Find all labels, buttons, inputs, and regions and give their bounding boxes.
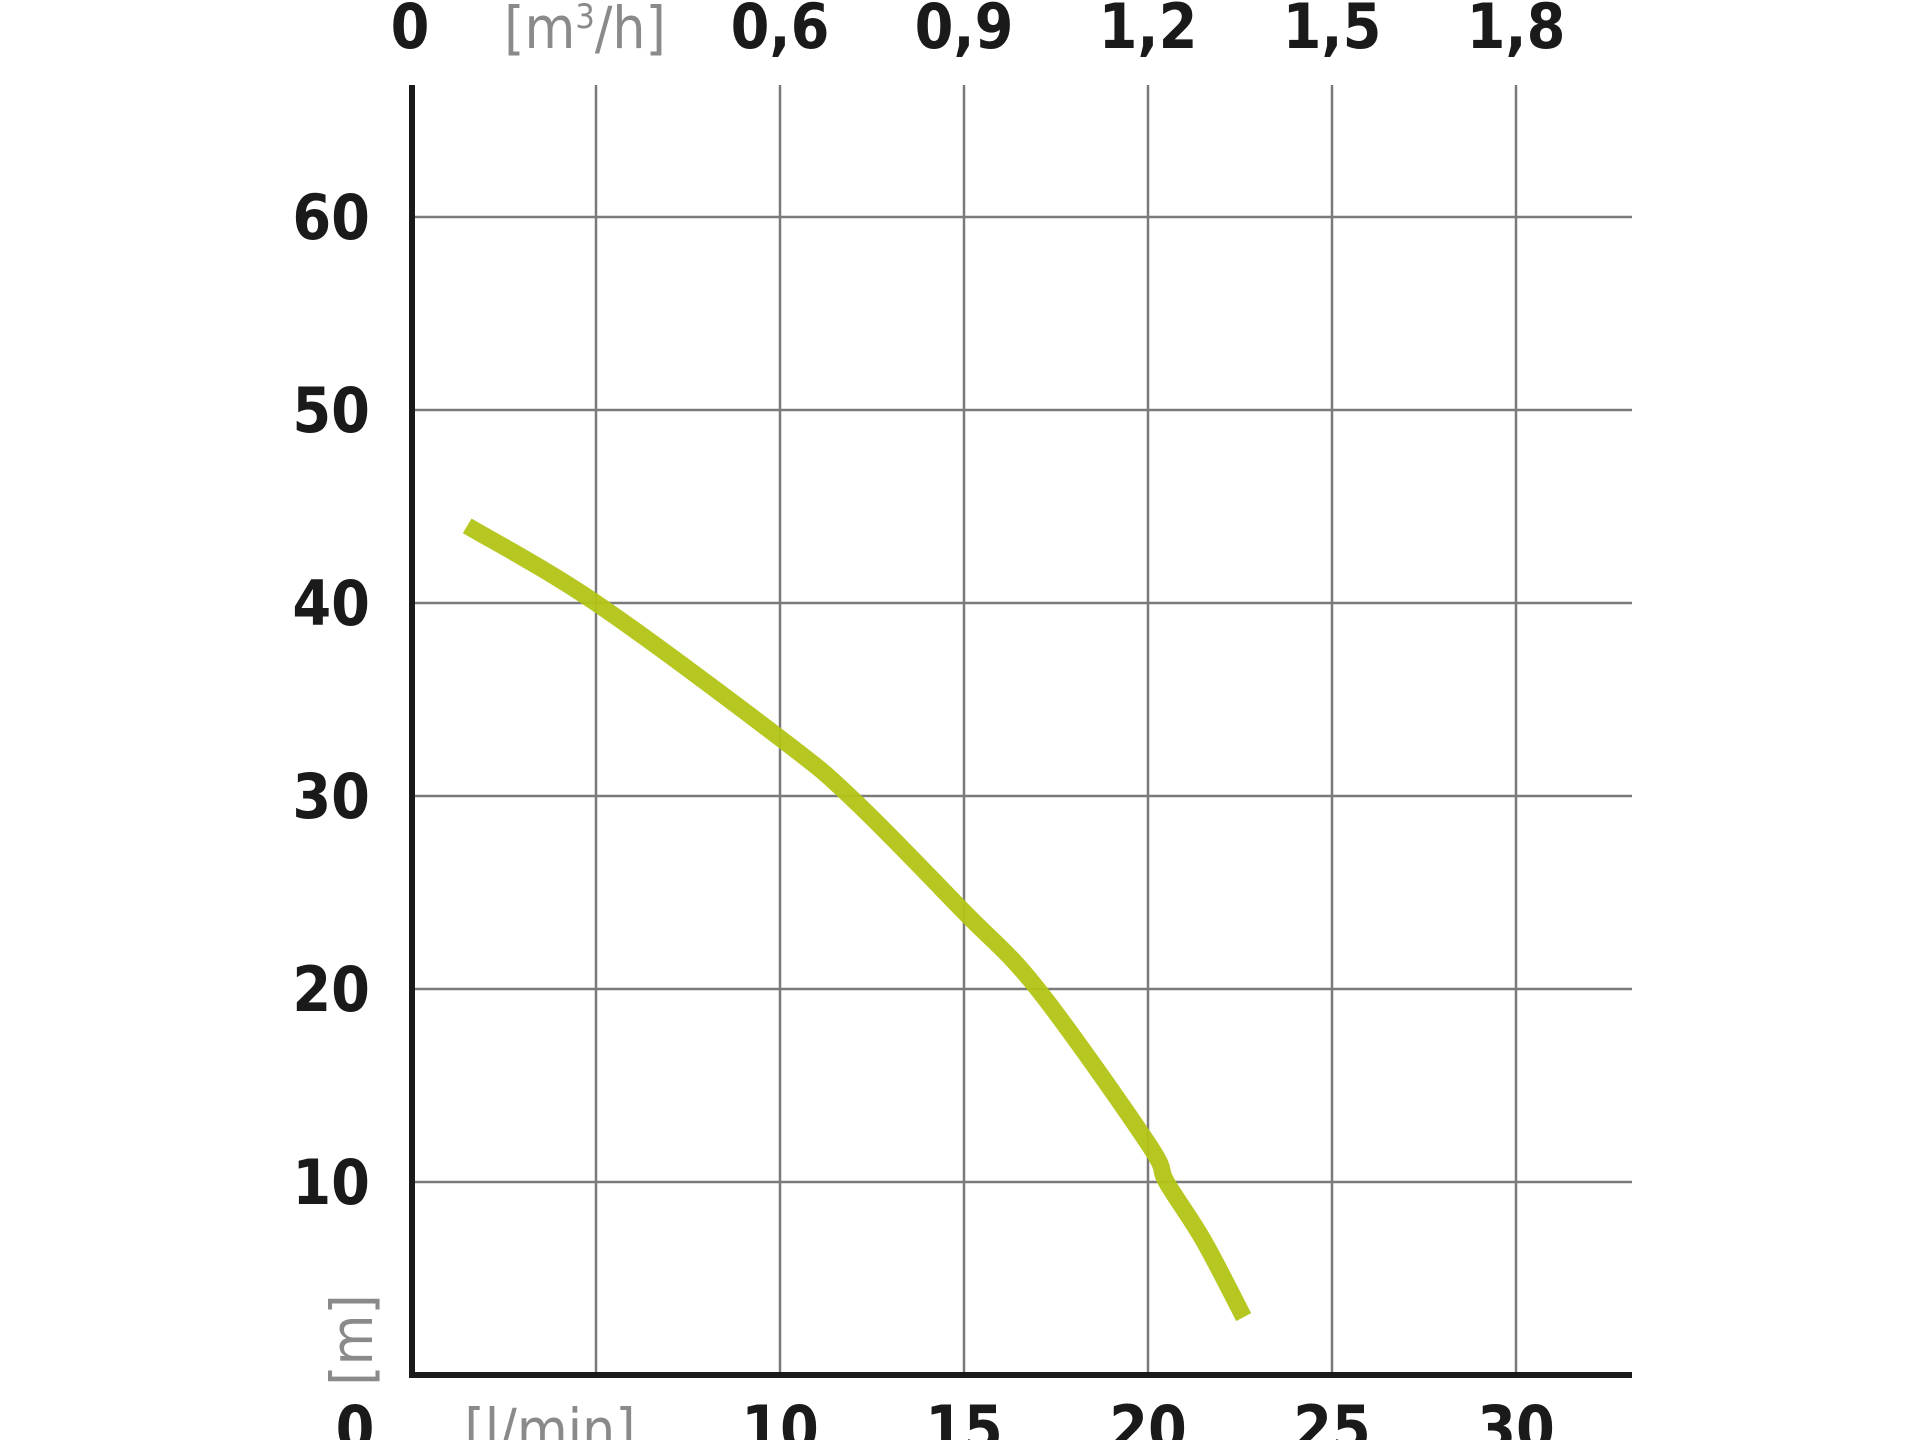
x-tick-label-1: 15 <box>925 1392 1003 1440</box>
y-tick-label-3: 40 <box>292 567 370 640</box>
y-tick-label-1: 20 <box>292 953 370 1026</box>
x2-axis-unit-label: [m3/h] <box>504 0 666 62</box>
x2-tick-label-1: 0,9 <box>915 0 1014 63</box>
x-origin-label: 0 <box>336 1392 375 1440</box>
x2-tick-label-0: 0,6 <box>731 0 830 63</box>
series-line-0 <box>462 518 1252 1322</box>
y-tick-label-2: 30 <box>292 760 370 833</box>
y-tick-label-5: 60 <box>292 181 370 254</box>
y-axis-unit-label: [m] <box>318 1294 386 1386</box>
grid <box>412 85 1632 1375</box>
labels: 10 15 20 25 30 0,6 0,9 1,2 1,5 1,8 10 20 30 40 50 60 0 0 [… <box>292 0 1565 1440</box>
x-tick-label-0: 10 <box>741 1392 819 1440</box>
x-tick-label-4: 30 <box>1477 1392 1555 1440</box>
axes <box>409 85 1632 1378</box>
y-tick-label-0: 10 <box>292 1146 370 1219</box>
x2-origin-label: 0 <box>391 0 430 63</box>
x2-tick-label-4: 1,8 <box>1467 0 1566 63</box>
y-tick-label-4: 50 <box>292 374 370 447</box>
axis-frame <box>409 85 1632 1378</box>
x2-tick-label-2: 1,2 <box>1099 0 1198 63</box>
curve-layer <box>462 518 1252 1322</box>
x2-tick-label-3: 1,5 <box>1283 0 1382 63</box>
x-tick-label-3: 25 <box>1293 1392 1371 1440</box>
x-axis-unit-label: [l/min] <box>464 1396 635 1440</box>
x-tick-label-2: 20 <box>1109 1392 1187 1440</box>
